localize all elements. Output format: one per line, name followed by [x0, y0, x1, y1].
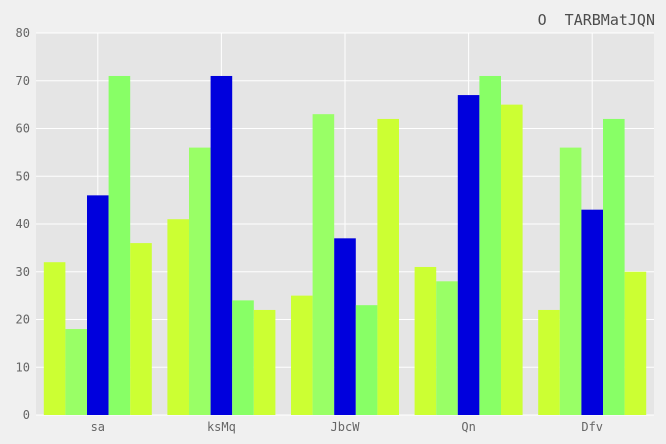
y-tick-label: 0: [23, 408, 30, 422]
bar: [334, 238, 356, 415]
x-axis: sa ksMq JbcW Qn Dfv: [91, 420, 603, 434]
bar: [457, 95, 480, 415]
y-axis: 0 10 20 30 40 50 60 70 80: [16, 26, 30, 422]
bar: [538, 309, 560, 415]
bar: [479, 75, 501, 415]
chart-title: O TARBMatJQN: [538, 11, 655, 29]
bar: [167, 219, 189, 415]
y-tick-label: 30: [16, 265, 30, 279]
bar: [130, 243, 152, 415]
bar: [355, 305, 378, 415]
y-tick-label: 60: [16, 122, 30, 136]
bar: [189, 147, 211, 415]
bar: [581, 209, 603, 415]
bar: [624, 271, 647, 415]
bar: [210, 75, 233, 415]
x-tick-label: JbcW: [331, 420, 361, 434]
bar: [312, 114, 335, 416]
y-tick-label: 10: [16, 360, 30, 374]
y-tick-label: 50: [16, 169, 30, 183]
y-tick-label: 20: [16, 313, 30, 327]
x-tick-label: ksMq: [207, 420, 236, 434]
bar: [232, 300, 254, 415]
y-tick-label: 70: [16, 74, 30, 88]
bar: [108, 75, 131, 415]
bar: [253, 309, 276, 415]
bar: [436, 281, 458, 415]
y-tick-label: 40: [16, 217, 30, 231]
bar: [87, 195, 109, 415]
x-tick-label: Dfv: [581, 420, 603, 434]
bar: [65, 329, 87, 415]
bar: [377, 118, 399, 415]
x-tick-label: Qn: [461, 420, 475, 434]
bars: [43, 75, 647, 416]
bar: [291, 295, 313, 415]
bar: [43, 262, 66, 415]
bar: [559, 147, 582, 415]
x-tick-label: sa: [91, 420, 105, 434]
bar: [414, 266, 437, 415]
bar: [603, 118, 625, 415]
bar: [501, 104, 523, 415]
y-tick-label: 80: [16, 26, 30, 40]
